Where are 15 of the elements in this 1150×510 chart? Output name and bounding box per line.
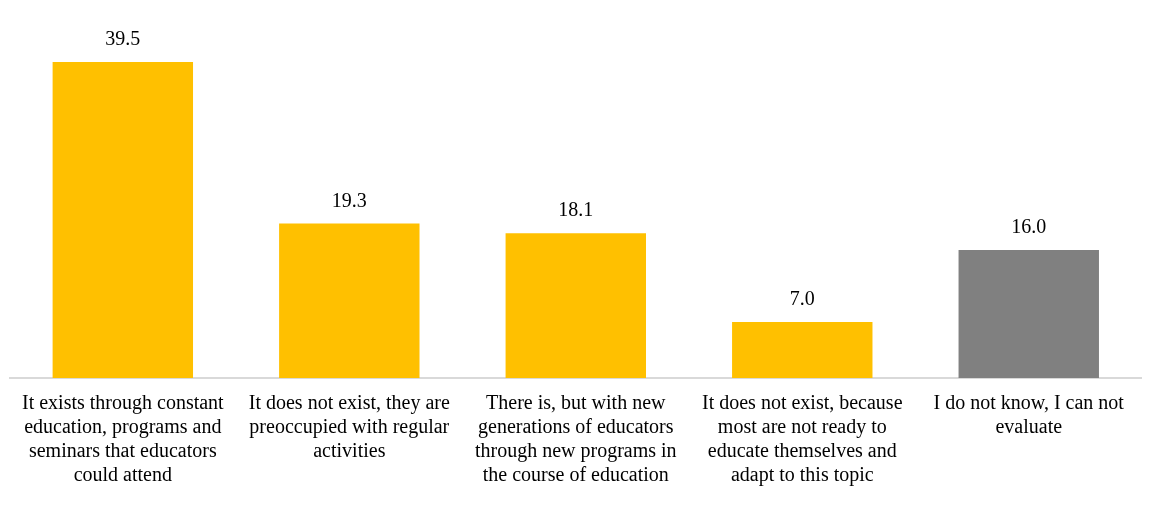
bar xyxy=(52,62,194,378)
bar xyxy=(732,322,873,378)
x-tick-label: There is, but with new generations of educators through new programs in the course of education xyxy=(474,391,677,486)
x-tick-label: It exists through constant education, programs and seminars that educators could attend xyxy=(22,391,225,486)
data-label: 18.1 xyxy=(558,198,594,221)
x-tick-label: I do not know, I can not evaluate xyxy=(933,391,1125,438)
data-label: 19.3 xyxy=(331,188,367,211)
bar xyxy=(505,233,646,378)
bar xyxy=(279,223,420,378)
data-label: 16.0 xyxy=(1011,215,1047,238)
bar xyxy=(958,250,1099,378)
x-tick-label: It does not exist, because most are not ready to educate themselves and adapt to this topic xyxy=(702,391,903,487)
data-label: 7.0 xyxy=(789,287,815,310)
x-tick-label: It does not exist, they are preoccupied with regular activities xyxy=(248,391,450,462)
data-label: 39.5 xyxy=(105,27,141,50)
